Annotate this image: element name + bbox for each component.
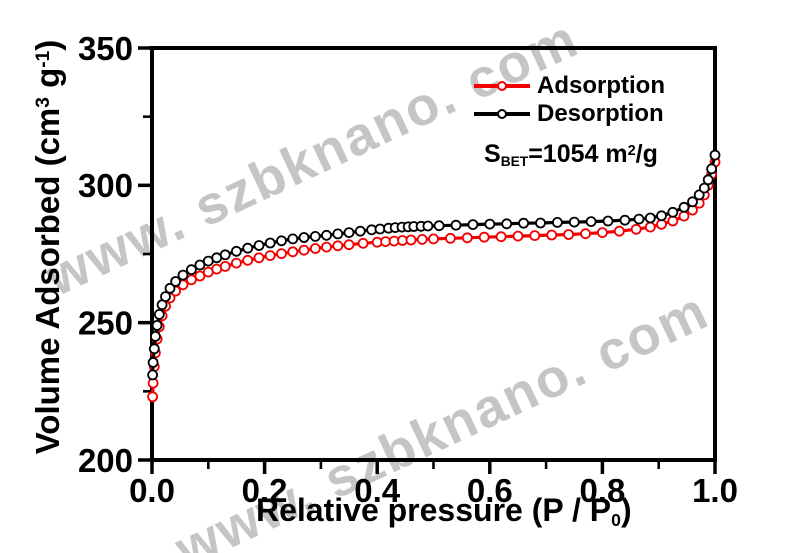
y-axis-label-sup-minus1: -1 <box>33 50 55 68</box>
x-axis-ticks: 0.0 0.2 0.4 0.6 0.8 1.0 <box>129 462 738 509</box>
plot-frame <box>150 46 717 462</box>
adsorption-legend-symbol <box>474 81 530 91</box>
x-axis-label-close: ) <box>620 492 632 528</box>
sbet-symbol: S <box>484 140 501 168</box>
y-axis-label-sup-3: 3 <box>33 97 55 108</box>
y-axis-label-mid: g <box>29 67 66 98</box>
adsorption-legend-label: Adsorption <box>537 72 665 99</box>
sbet-annotation: SBET=1054 m2/g <box>484 140 658 169</box>
desorption-legend-symbol <box>474 109 530 119</box>
x-tick-label: 0.2 <box>242 472 288 509</box>
y-axis-label-text: Volume Adsorbed (cm <box>29 107 66 455</box>
y-axis-label-close: ) <box>29 39 66 51</box>
desorption-curve <box>147 149 721 381</box>
sbet-subscript: BET <box>500 153 529 169</box>
x-axis-label: Relative pressure (P / P0) <box>256 492 632 530</box>
y-tick-label: 350 <box>78 30 133 67</box>
x-tick-label: 0.4 <box>354 472 401 509</box>
x-tick-label: 1.0 <box>692 472 738 509</box>
legend-item-adsorption: Adsorption <box>472 72 665 100</box>
y-axis-ticks: 200 250 300 350 <box>78 30 150 479</box>
x-tick-label: 0.6 <box>467 472 513 509</box>
desorption-legend-label: Desorption <box>537 100 664 127</box>
adsorption-curve <box>147 156 721 403</box>
x-tick-label: 0.0 <box>129 472 175 509</box>
legend: Adsorption Desorption <box>472 72 665 128</box>
sbet-superscript: 2 <box>627 142 636 159</box>
y-axis-label: Volume Adsorbed (cm3 g-1) <box>29 40 67 455</box>
x-tick-label: 0.8 <box>579 472 625 509</box>
sbet-value: =1054 m <box>528 140 628 168</box>
sbet-unit: /g <box>635 140 658 168</box>
x-axis-label-text: Relative pressure (P / P <box>256 492 612 528</box>
y-tick-label: 300 <box>78 167 133 204</box>
adsorption-legend-marker-icon <box>497 81 507 91</box>
desorption-legend-marker-icon <box>497 109 507 119</box>
y-tick-label: 200 <box>78 442 133 479</box>
x-axis-label-sub-0: 0 <box>611 509 621 530</box>
y-tick-label: 250 <box>78 305 133 342</box>
legend-item-desorption: Desorption <box>472 100 665 128</box>
